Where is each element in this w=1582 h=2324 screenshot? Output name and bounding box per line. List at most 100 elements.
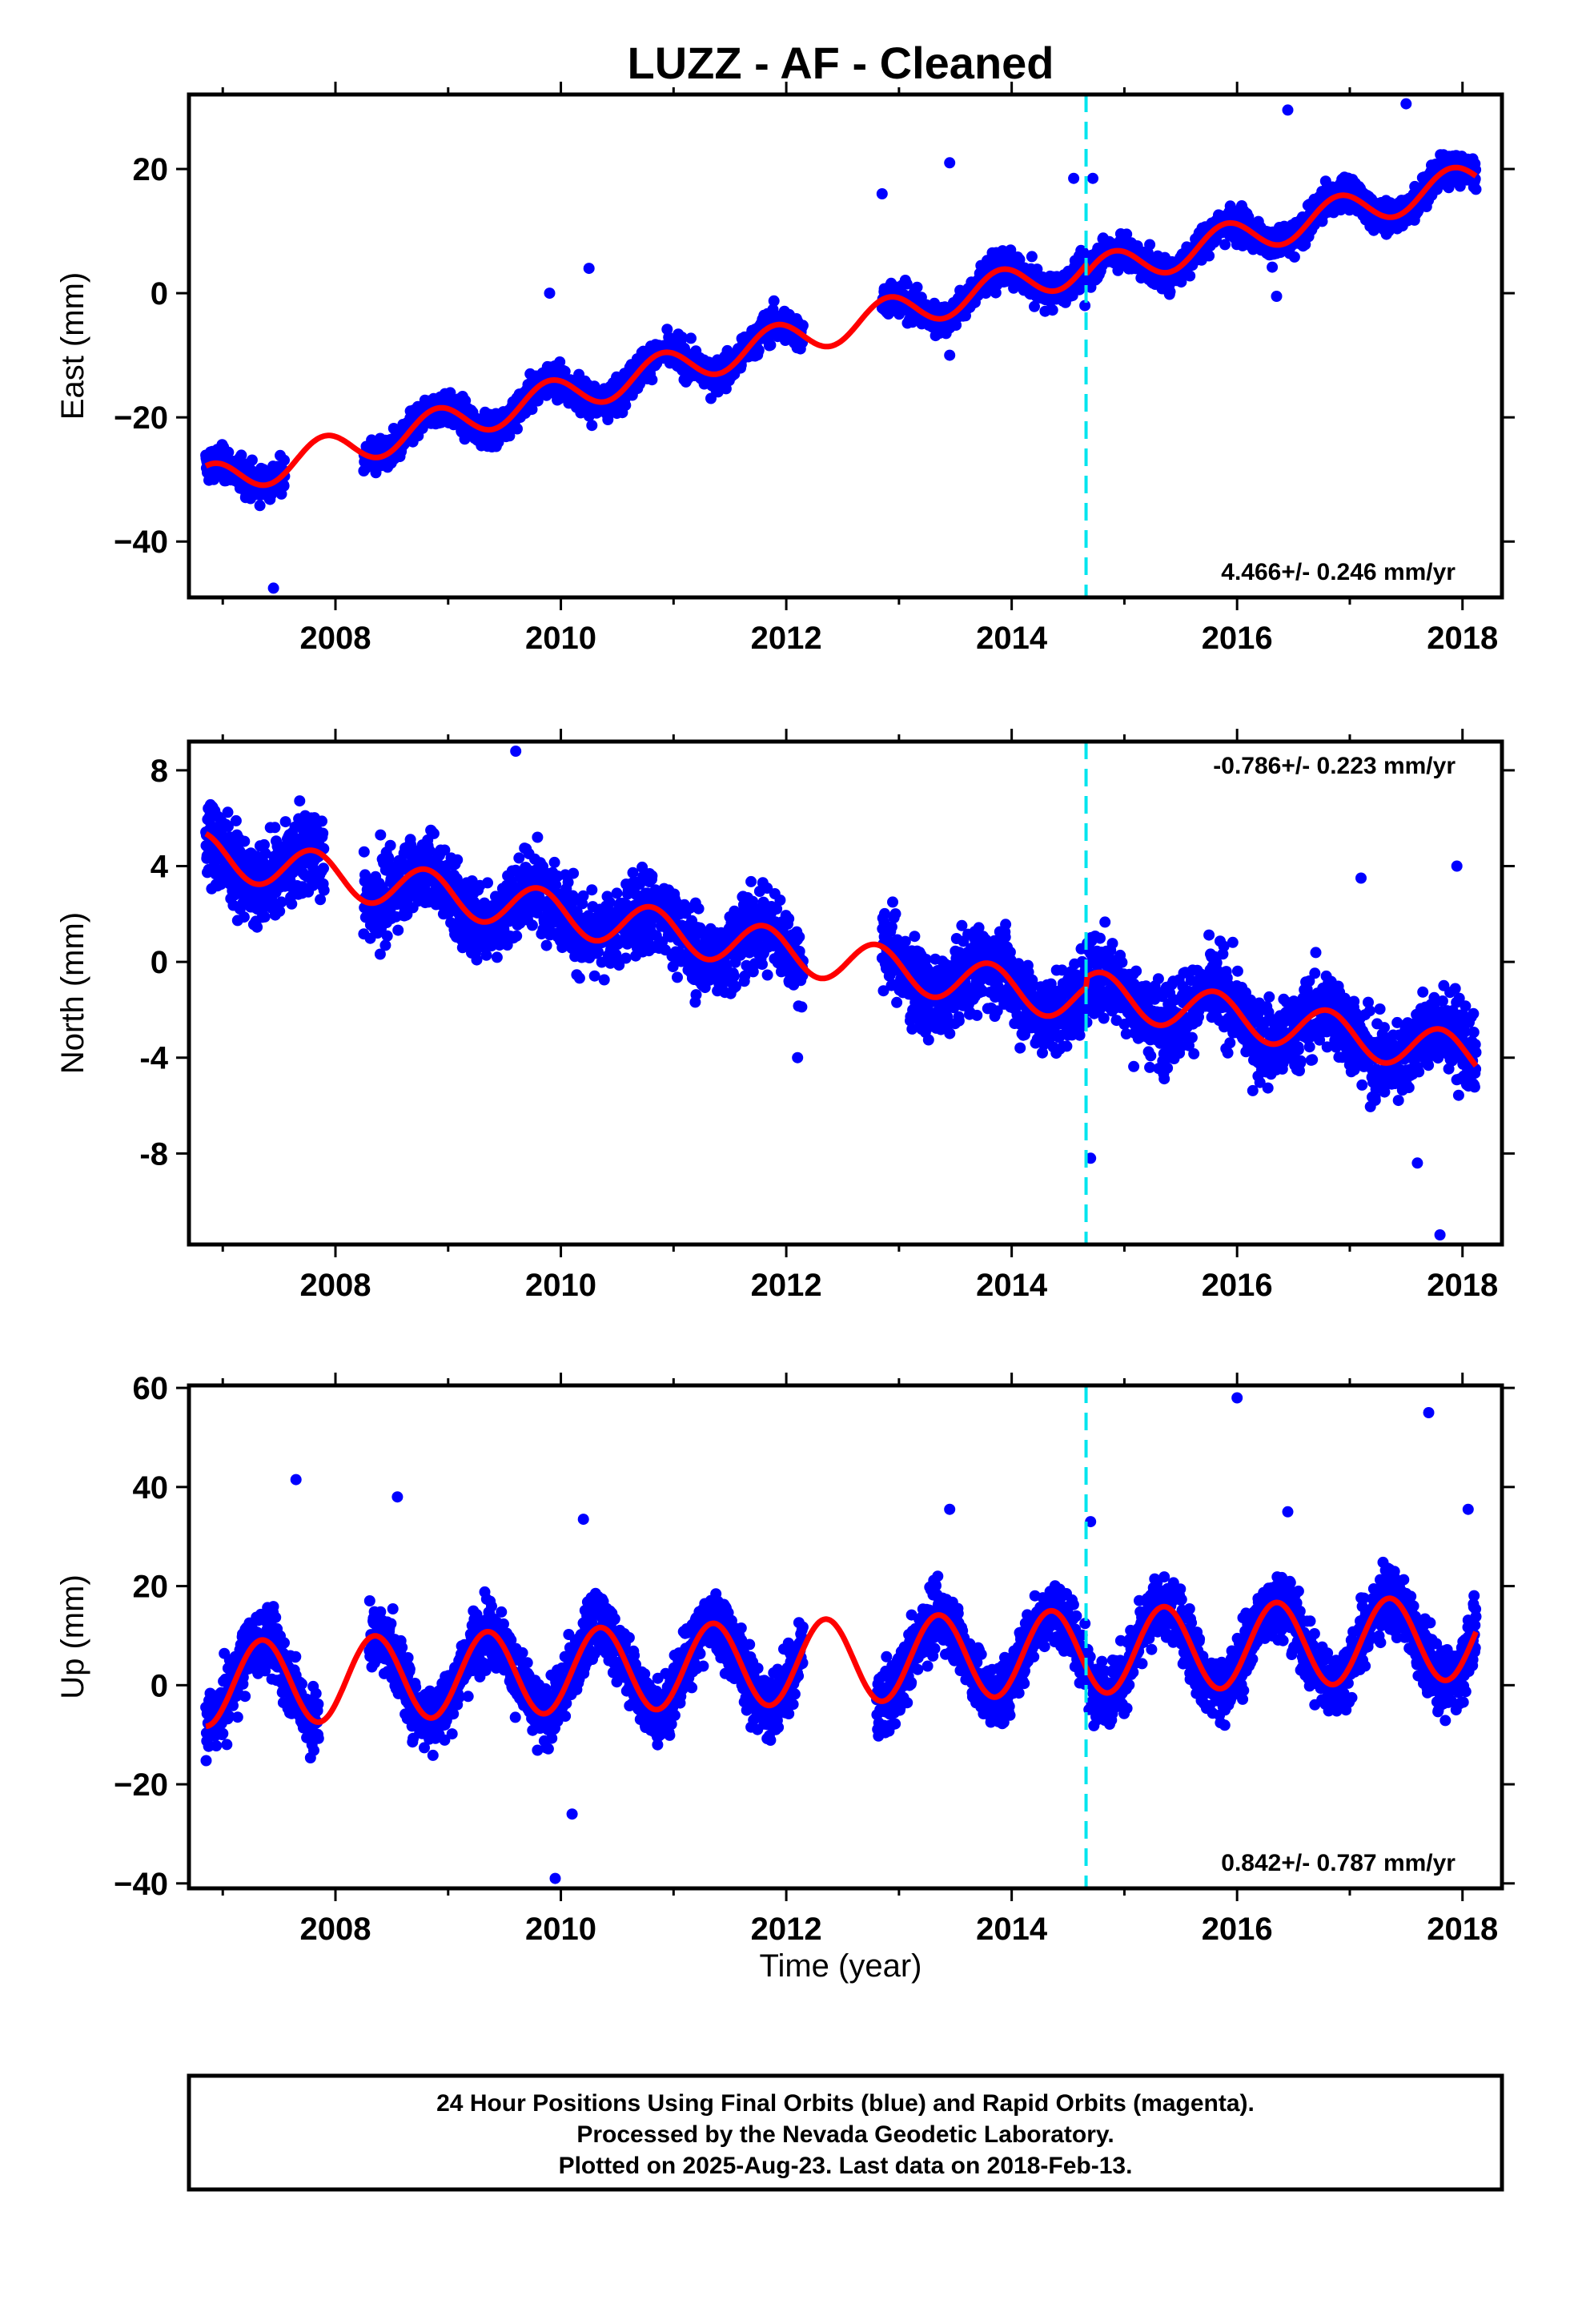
data-point <box>279 454 290 466</box>
data-point <box>1219 239 1231 251</box>
data-point <box>1029 300 1040 312</box>
y-axis-label: East (mm) <box>55 272 90 420</box>
final-orbit-points <box>200 98 1482 594</box>
data-point <box>381 930 393 942</box>
data-point <box>753 344 765 356</box>
data-point <box>1470 183 1482 195</box>
data-point <box>239 835 251 847</box>
data-point <box>318 884 330 896</box>
data-point <box>511 930 523 942</box>
data-point <box>540 939 552 951</box>
data-point <box>598 974 610 986</box>
data-point <box>1144 239 1156 251</box>
data-point <box>588 970 600 982</box>
outlier-point <box>944 349 956 361</box>
outlier-point <box>1087 172 1098 184</box>
y-tick-label: 20 <box>133 152 169 187</box>
data-point <box>797 320 809 332</box>
data-point <box>685 332 697 344</box>
data-point <box>559 365 571 377</box>
data-point <box>223 446 235 458</box>
data-point <box>1164 286 1176 298</box>
x-tick-label: 2008 <box>300 621 371 656</box>
data-point <box>235 848 247 860</box>
x-tick-label: 2010 <box>525 621 596 656</box>
data-point <box>379 939 391 951</box>
data-point <box>384 839 396 851</box>
data-point <box>513 852 525 864</box>
data-point <box>278 480 290 492</box>
data-point <box>620 952 632 964</box>
data-point <box>259 847 271 859</box>
data-point <box>554 356 566 368</box>
data-point <box>1288 251 1300 263</box>
data-point <box>532 831 544 843</box>
data-point <box>548 856 560 868</box>
data-point <box>568 867 580 879</box>
outlier-point <box>944 157 956 169</box>
data-point <box>646 870 658 882</box>
data-point <box>279 816 291 828</box>
data-point <box>317 827 329 839</box>
data-point <box>705 392 717 404</box>
data-point <box>604 896 616 908</box>
data-point <box>573 972 585 984</box>
data-point <box>1203 250 1215 262</box>
chart-title: LUZZ - AF - Cleaned <box>627 38 1054 88</box>
outlier-point <box>267 582 279 594</box>
data-point <box>1046 304 1058 316</box>
outlier-point <box>1400 98 1412 110</box>
data-point <box>1026 251 1038 263</box>
data-point <box>620 400 632 412</box>
data-point <box>259 838 270 850</box>
data-point <box>275 896 287 908</box>
data-point <box>1175 276 1187 288</box>
data-point <box>532 395 544 407</box>
data-point <box>238 911 250 923</box>
data-point <box>222 806 234 818</box>
data-point <box>316 815 327 827</box>
data-point <box>491 951 503 963</box>
data-point <box>259 911 271 923</box>
outlier-point <box>583 263 595 275</box>
data-point <box>392 924 404 936</box>
outlier-point <box>544 287 556 300</box>
data-point <box>230 814 242 826</box>
data-point <box>294 795 306 807</box>
x-tick-label: 2016 <box>1202 621 1273 656</box>
outlier-point <box>1068 172 1080 184</box>
y-tick-label: 0 <box>151 276 168 312</box>
plot-frame <box>187 92 1504 600</box>
data-point <box>768 295 780 307</box>
data-point <box>526 919 538 931</box>
x-tick-label: 2014 <box>976 621 1048 656</box>
model-curve <box>204 164 1478 489</box>
data-point <box>586 420 598 432</box>
data-point <box>504 430 516 442</box>
y-tick-label: −40 <box>114 525 168 560</box>
data-point <box>254 500 266 512</box>
data-point <box>251 921 263 933</box>
data-point <box>358 846 370 858</box>
data-point <box>911 281 923 293</box>
data-point <box>222 821 234 833</box>
velocity-label: 4.466+/- 0.246 mm/yr <box>1221 559 1456 585</box>
data-point <box>318 862 329 875</box>
data-point <box>1184 270 1196 282</box>
data-point <box>235 449 247 461</box>
data-point <box>586 884 598 896</box>
data-point <box>471 954 483 966</box>
data-point <box>286 898 298 910</box>
data-point <box>1121 228 1133 240</box>
data-point <box>482 877 493 889</box>
data-point <box>428 827 440 839</box>
final-orbit-points <box>200 746 1482 1240</box>
data-point <box>646 374 658 386</box>
data-point <box>246 454 258 466</box>
data-point <box>512 423 523 435</box>
data-point <box>901 278 913 290</box>
outlier-point <box>1282 104 1294 116</box>
